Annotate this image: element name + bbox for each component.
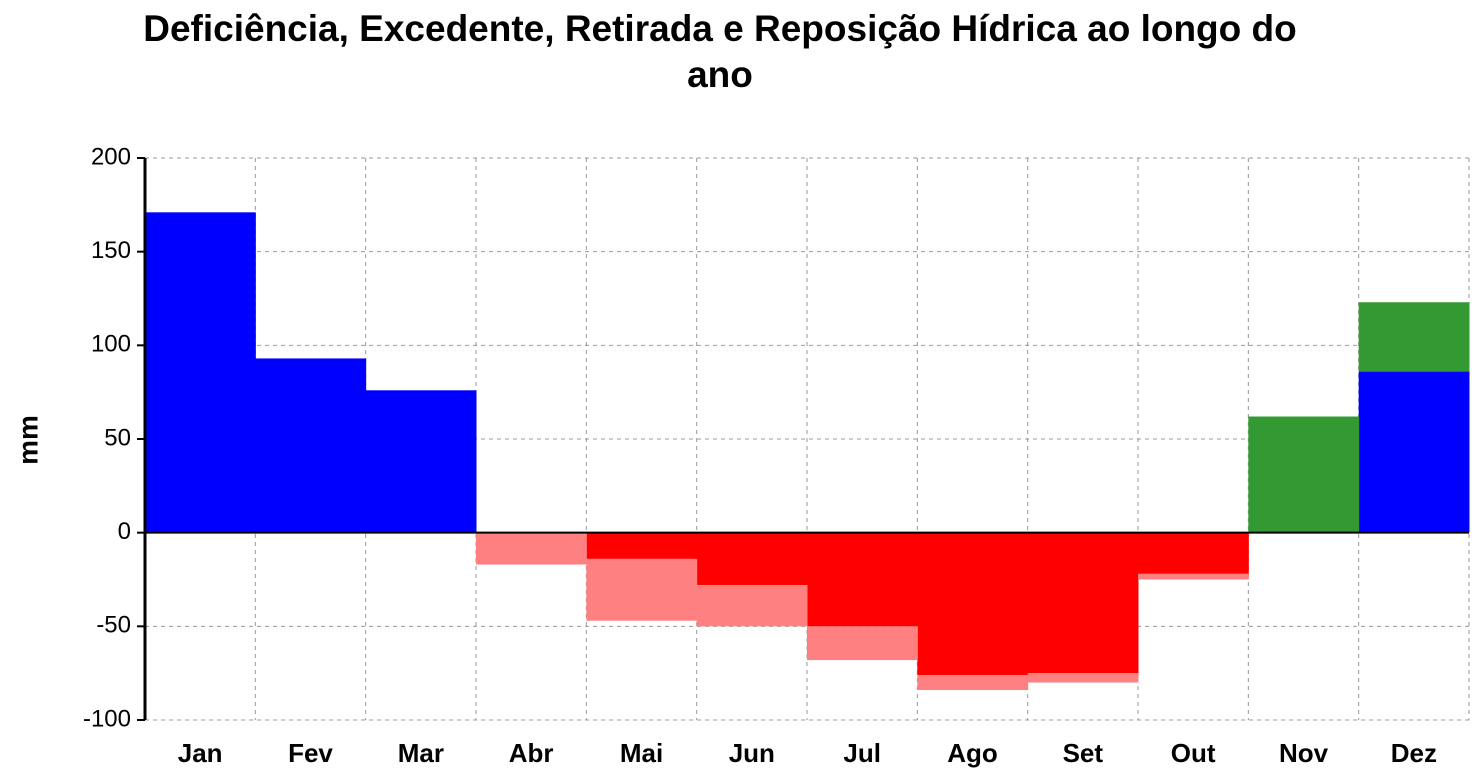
bar (255, 358, 367, 533)
bar (1027, 673, 1139, 683)
bar (586, 558, 698, 621)
bar (1138, 573, 1249, 580)
y-tick-label: 100 (91, 331, 131, 358)
x-tick-label: Mar (398, 738, 444, 768)
bar (696, 532, 808, 586)
x-tick-label: Dez (1391, 738, 1437, 768)
x-tick-label: Jan (178, 738, 223, 768)
y-tick-label: 150 (91, 237, 131, 264)
bar (365, 390, 477, 533)
bar (476, 532, 587, 565)
y-tick-label: -50 (96, 612, 131, 639)
bar (807, 626, 918, 661)
bar (1248, 416, 1360, 533)
y-tick-label: 50 (104, 424, 131, 451)
bar (1027, 532, 1139, 674)
x-tick-label: Abr (509, 738, 554, 768)
y-tick-label: 200 (91, 143, 131, 170)
bar (807, 532, 918, 627)
x-tick-label: Fev (288, 738, 333, 768)
x-tick-label: Jun (729, 738, 775, 768)
x-tick-label: Set (1063, 738, 1104, 768)
bar (586, 532, 698, 559)
y-tick-label: 0 (118, 518, 131, 545)
x-tick-label: Mai (620, 738, 663, 768)
chart-title: Deficiência, Excedente, Retirada e Repos… (143, 8, 1297, 95)
bar (696, 585, 808, 627)
x-tick-label: Ago (947, 738, 998, 768)
bar (917, 532, 1029, 676)
y-tick-label: -100 (83, 705, 131, 732)
bar (917, 675, 1029, 691)
bar (1138, 532, 1249, 574)
x-tick-label: Jul (843, 738, 881, 768)
y-axis-label: mm (12, 415, 43, 465)
bar (145, 212, 256, 533)
x-tick-label: Out (1171, 738, 1216, 768)
bar (1358, 302, 1470, 372)
x-tick-label: Nov (1279, 738, 1329, 768)
bar (1358, 371, 1470, 533)
